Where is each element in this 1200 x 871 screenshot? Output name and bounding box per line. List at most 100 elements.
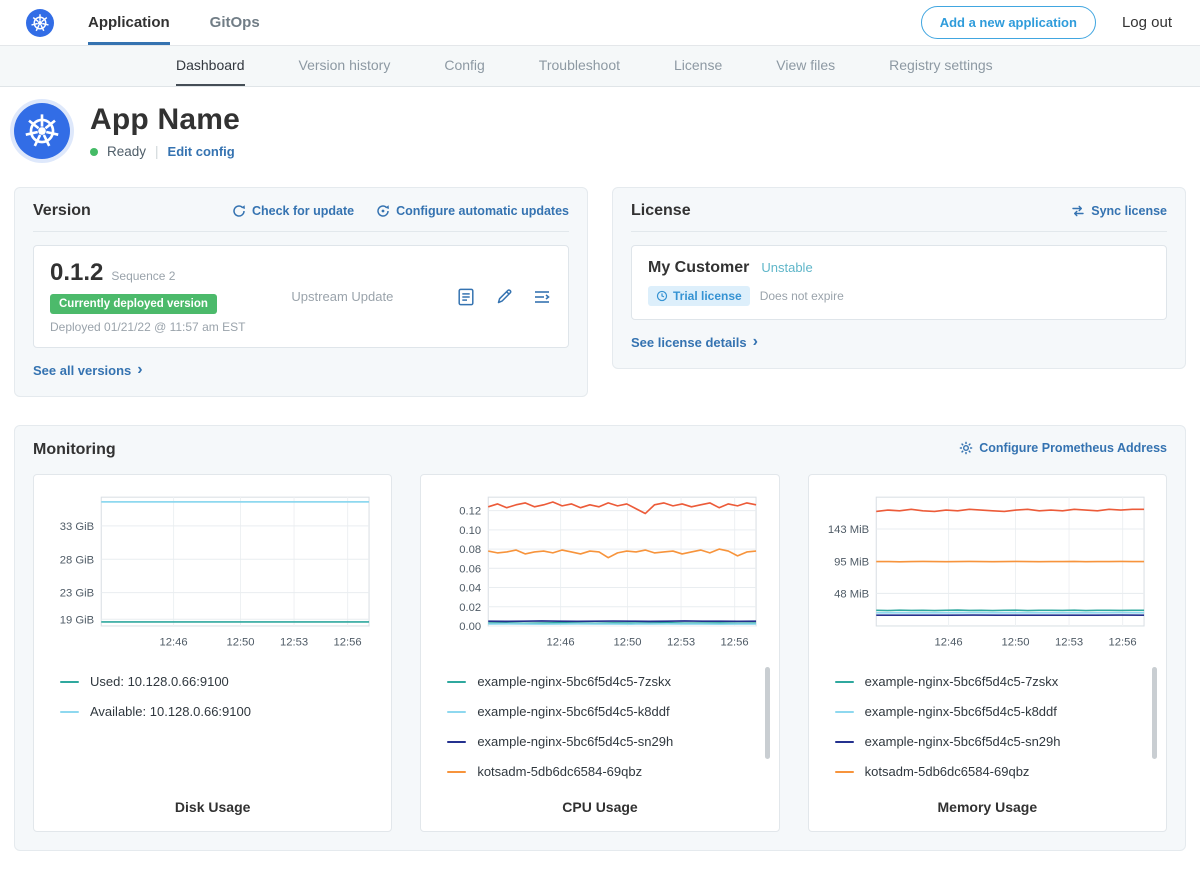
subnav-tab-license[interactable]: License [674,46,722,86]
legend-item: example-nginx-5bc6f5d4c5-k8ddf [447,704,768,719]
customer-name: My Customer [648,259,749,277]
top-navbar: Application GitOps Add a new application… [0,0,1200,46]
app-icon [14,103,70,159]
tab-gitops[interactable]: GitOps [210,0,260,45]
channel-label: Unstable [761,260,812,275]
legend-color-dash [835,681,854,683]
legend-item: Used: 10.128.0.66:9100 [60,674,381,689]
svg-text:12:46: 12:46 [934,636,962,648]
chart-title: Disk Usage [44,779,381,815]
svg-text:23 GiB: 23 GiB [60,587,94,599]
legend-color-dash [447,681,466,683]
disk-usage-chart: 12:4612:5012:5312:5633 GiB28 GiB23 GiB19… [44,489,381,653]
edit-config-link[interactable]: Edit config [168,144,235,159]
license-details-panel: My Customer Unstable Trial license Does … [631,245,1167,320]
svg-text:0.00: 0.00 [460,621,482,633]
kubernetes-logo-icon [26,9,54,37]
svg-text:48 MiB: 48 MiB [834,588,869,600]
configure-prometheus-link[interactable]: Configure Prometheus Address [959,441,1167,455]
svg-text:28 GiB: 28 GiB [60,554,94,566]
legend-label: example-nginx-5bc6f5d4c5-sn29h [865,734,1061,749]
add-application-button[interactable]: Add a new application [921,6,1096,39]
sync-icon [1071,204,1085,218]
see-all-versions-link[interactable]: See all versions › [33,362,143,378]
disk-usage-chart-card: 12:4612:5012:5312:5633 GiB28 GiB23 GiB19… [33,474,392,833]
svg-text:0.08: 0.08 [460,544,482,556]
cpu-usage-legend: example-nginx-5bc6f5d4c5-7zskxexample-ng… [447,674,768,779]
divider: | [155,144,159,159]
see-license-details-link[interactable]: See license details › [631,334,758,350]
svg-text:12:53: 12:53 [667,636,695,648]
svg-text:12:56: 12:56 [721,636,749,648]
deployed-version-badge: Currently deployed version [50,294,217,314]
legend-item: example-nginx-5bc6f5d4c5-sn29h [835,734,1156,749]
release-notes-icon[interactable] [456,287,476,307]
legend-item: kotsadm-5db6dc6584-69qbz [835,764,1156,779]
legend-color-dash [447,771,466,773]
legend-label: example-nginx-5bc6f5d4c5-k8ddf [865,704,1057,719]
license-card-title: License [631,202,691,220]
chevron-right-icon: › [753,334,758,350]
memory-usage-chart-card: 12:4612:5012:5312:56143 MiB95 MiB48 MiB … [808,474,1167,833]
configure-automatic-updates-link[interactable]: Configure automatic updates [376,204,569,218]
version-card-title: Version [33,202,91,220]
subnav-tab-view-files[interactable]: View files [776,46,835,86]
svg-text:12:56: 12:56 [334,636,362,648]
legend-item: Available: 10.128.0.66:9100 [60,704,381,719]
svg-text:0.02: 0.02 [460,601,482,613]
svg-text:0.04: 0.04 [460,582,482,594]
refresh-icon [232,204,246,218]
app-subnav: Dashboard Version history Config Trouble… [0,46,1200,87]
upstream-update-label: Upstream Update [291,289,393,304]
status-dot [90,148,98,156]
subnav-tab-registry-settings[interactable]: Registry settings [889,46,992,86]
chevron-right-icon: › [137,362,142,378]
license-expiry-text: Does not expire [760,289,844,303]
legend-item: kotsadm-5db6dc6584-69qbz [447,764,768,779]
cpu-usage-chart-card: 12:4612:5012:5312:560.120.100.080.060.04… [420,474,779,833]
cpu-usage-chart: 12:4612:5012:5312:560.120.100.080.060.04… [431,489,768,653]
legend-label: Available: 10.128.0.66:9100 [90,704,251,719]
subnav-tab-config[interactable]: Config [444,46,484,86]
legend-item: example-nginx-5bc6f5d4c5-k8ddf [835,704,1156,719]
tab-application[interactable]: Application [88,0,170,45]
legend-item: example-nginx-5bc6f5d4c5-7zskx [835,674,1156,689]
deploy-logs-icon[interactable] [532,287,552,307]
monitoring-title: Monitoring [33,441,116,459]
subnav-tab-dashboard[interactable]: Dashboard [176,46,245,86]
svg-text:95 MiB: 95 MiB [834,556,869,568]
legend-color-dash [835,771,854,773]
legend-item: example-nginx-5bc6f5d4c5-sn29h [447,734,768,749]
legend-label: example-nginx-5bc6f5d4c5-7zskx [865,674,1059,689]
logout-link[interactable]: Log out [1122,14,1172,31]
memory-usage-legend: example-nginx-5bc6f5d4c5-7zskx example-ng… [835,674,1156,779]
subnav-tab-troubleshoot[interactable]: Troubleshoot [539,46,620,86]
svg-text:12:50: 12:50 [614,636,642,648]
legend-label: kotsadm-5db6dc6584-69qbz [477,764,642,779]
gear-icon [959,441,973,455]
check-for-update-link[interactable]: Check for update [232,204,354,218]
clock-icon [656,290,668,302]
svg-text:12:50: 12:50 [226,636,254,648]
legend-color-dash [60,711,79,713]
sequence-label: Sequence 2 [111,269,175,283]
svg-text:19 GiB: 19 GiB [60,614,94,626]
legend-color-dash [835,741,854,743]
version-number: 0.1.2 [50,259,103,287]
legend-label: Used: 10.128.0.66:9100 [90,674,229,689]
current-version-panel: 0.1.2 Sequence 2 Currently deployed vers… [33,245,569,348]
svg-text:12:53: 12:53 [1055,636,1083,648]
svg-text:12:56: 12:56 [1108,636,1136,648]
legend-scrollbar[interactable] [765,667,770,759]
legend-label: kotsadm-5db6dc6584-69qbz [865,764,1030,779]
preflight-checks-icon[interactable] [494,287,514,307]
svg-text:143 MiB: 143 MiB [828,524,869,536]
page-title: App Name [90,103,240,137]
deployed-timestamp: Deployed 01/21/22 @ 11:57 am EST [50,320,245,334]
svg-text:0.06: 0.06 [460,563,482,575]
sync-license-link[interactable]: Sync license [1071,204,1167,218]
legend-scrollbar[interactable] [1152,667,1157,759]
svg-text:12:53: 12:53 [280,636,308,648]
subnav-tab-version-history[interactable]: Version history [299,46,391,86]
version-card: Version Check for update Configure autom… [14,187,588,397]
